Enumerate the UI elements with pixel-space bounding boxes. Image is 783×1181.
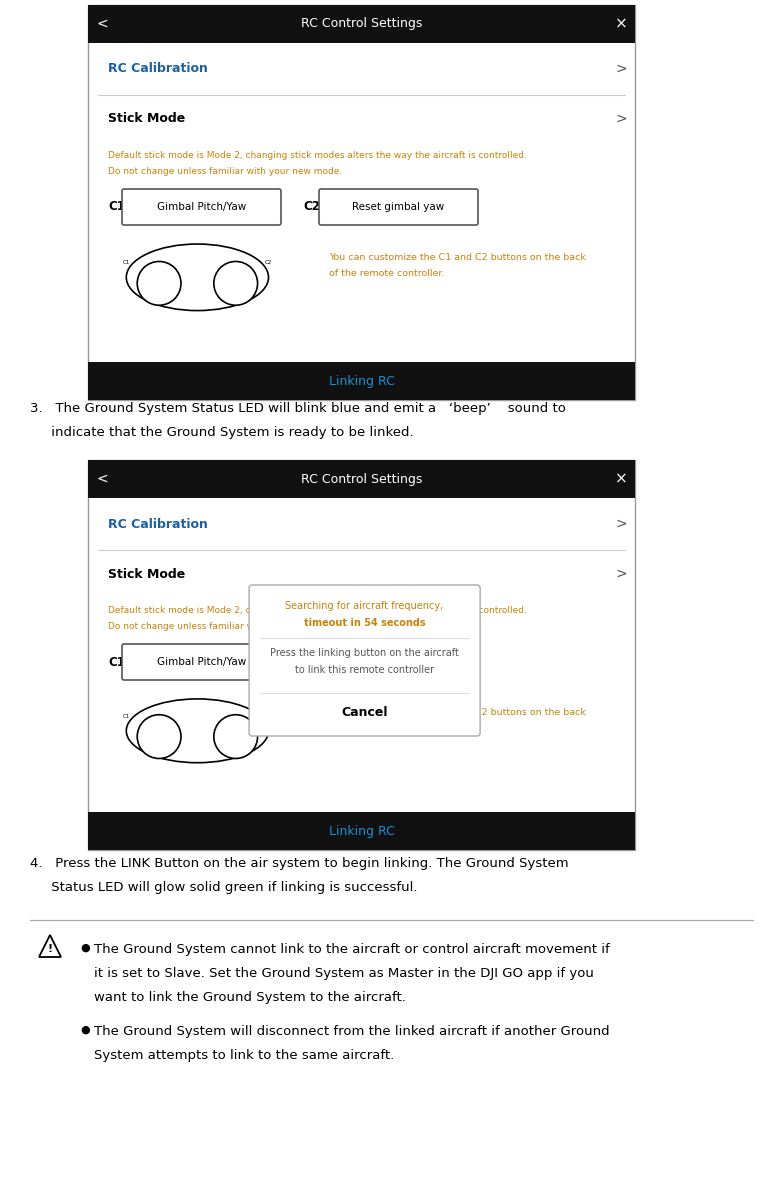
Bar	[88, 5, 635, 43]
Text: >: >	[615, 61, 627, 76]
Text: Reset gimbal yaw: Reset gimbal yaw	[352, 202, 445, 213]
Bar	[88, 461, 635, 498]
Text: System attempts to link to the same aircraft.: System attempts to link to the same airc…	[94, 1049, 395, 1062]
Text: 3.   The Ground System Status LED will blink blue and emit a   ‘beep’    sound t: 3. The Ground System Status LED will bli…	[30, 402, 566, 415]
Text: C1: C1	[123, 260, 130, 266]
Text: RC Control Settings: RC Control Settings	[301, 472, 422, 485]
Text: Default stick mode is Mode 2, changing stick modes alters the way the aircraft i: Default stick mode is Mode 2, changing s…	[108, 151, 527, 159]
Text: <: <	[96, 17, 108, 31]
Text: ●: ●	[80, 942, 90, 953]
Text: <: <	[96, 472, 108, 487]
Circle shape	[137, 261, 181, 305]
Text: You can customize the C1 and C2 buttons on the back: You can customize the C1 and C2 buttons …	[329, 707, 586, 717]
Polygon shape	[39, 935, 61, 957]
Text: Linking RC: Linking RC	[329, 824, 395, 837]
Text: >: >	[615, 517, 627, 531]
FancyBboxPatch shape	[319, 644, 478, 680]
Text: ●: ●	[80, 1025, 90, 1035]
FancyBboxPatch shape	[319, 189, 478, 226]
Text: The Ground System cannot link to the aircraft or control aircraft movement if: The Ground System cannot link to the air…	[94, 942, 610, 955]
Text: C2: C2	[265, 260, 272, 266]
Text: indicate that the Ground System is ready to be linked.: indicate that the Ground System is ready…	[30, 426, 413, 439]
Text: of the remote controller.: of the remote controller.	[329, 724, 444, 733]
Text: timeout in 54 seconds: timeout in 54 seconds	[304, 618, 425, 628]
Text: Reset gimbal yaw: Reset gimbal yaw	[352, 657, 445, 667]
Text: of the remote controller.: of the remote controller.	[329, 269, 444, 278]
Text: it is set to Slave. Set the Ground System as Master in the DJI GO app if you: it is set to Slave. Set the Ground Syste…	[94, 967, 594, 980]
Text: C2: C2	[303, 201, 320, 214]
FancyBboxPatch shape	[122, 189, 281, 226]
Text: Searching for aircraft frequency,: Searching for aircraft frequency,	[286, 601, 444, 611]
Bar	[88, 461, 635, 850]
Text: RC Calibration: RC Calibration	[108, 63, 207, 76]
Text: C1: C1	[123, 715, 130, 719]
Text: Linking RC: Linking RC	[329, 374, 395, 387]
Text: C1: C1	[108, 655, 124, 668]
Text: to link this remote controller: to link this remote controller	[295, 665, 434, 676]
Text: The Ground System will disconnect from the linked aircraft if another Ground: The Ground System will disconnect from t…	[94, 1025, 610, 1038]
Circle shape	[214, 261, 258, 305]
Text: >: >	[615, 112, 627, 126]
Text: !: !	[48, 945, 52, 954]
Text: Do not change unless familiar with your new mode.: Do not change unless familiar with your …	[108, 167, 342, 176]
Text: >: >	[615, 567, 627, 581]
Text: Default stick mode is Mode 2, changing stick modes alters the way the aircraft i: Default stick mode is Mode 2, changing s…	[108, 606, 527, 615]
Text: Do not change unless familiar with your new mode.: Do not change unless familiar with your …	[108, 622, 342, 631]
Text: Gimbal Pitch/Yaw: Gimbal Pitch/Yaw	[157, 202, 246, 213]
Text: Stick Mode: Stick Mode	[108, 568, 186, 581]
FancyBboxPatch shape	[249, 585, 480, 736]
Bar	[88, 5, 635, 400]
Ellipse shape	[126, 699, 269, 763]
Circle shape	[214, 715, 258, 758]
Text: You can customize the C1 and C2 buttons on the back: You can customize the C1 and C2 buttons …	[329, 253, 586, 262]
Text: C1: C1	[108, 201, 124, 214]
Text: ×: ×	[615, 471, 627, 487]
Text: Press the linking button on the aircraft: Press the linking button on the aircraft	[270, 648, 459, 658]
Ellipse shape	[126, 244, 269, 311]
Text: 4.   Press the LINK Button on the air system to begin linking. The Ground System: 4. Press the LINK Button on the air syst…	[30, 857, 568, 870]
Text: want to link the Ground System to the aircraft.: want to link the Ground System to the ai…	[94, 991, 406, 1004]
Text: Stick Mode: Stick Mode	[108, 112, 186, 125]
Text: Gimbal Pitch/Yaw: Gimbal Pitch/Yaw	[157, 657, 246, 667]
Text: Cancel: Cancel	[341, 706, 388, 719]
Text: RC Control Settings: RC Control Settings	[301, 18, 422, 31]
Text: RC Calibration: RC Calibration	[108, 517, 207, 530]
FancyBboxPatch shape	[122, 644, 281, 680]
Circle shape	[137, 715, 181, 758]
Text: ×: ×	[615, 17, 627, 32]
Bar	[88, 813, 635, 850]
Text: Status LED will glow solid green if linking is successful.: Status LED will glow solid green if link…	[30, 881, 417, 894]
Text: C2: C2	[303, 655, 320, 668]
Text: C2: C2	[265, 715, 272, 719]
Bar	[88, 363, 635, 400]
